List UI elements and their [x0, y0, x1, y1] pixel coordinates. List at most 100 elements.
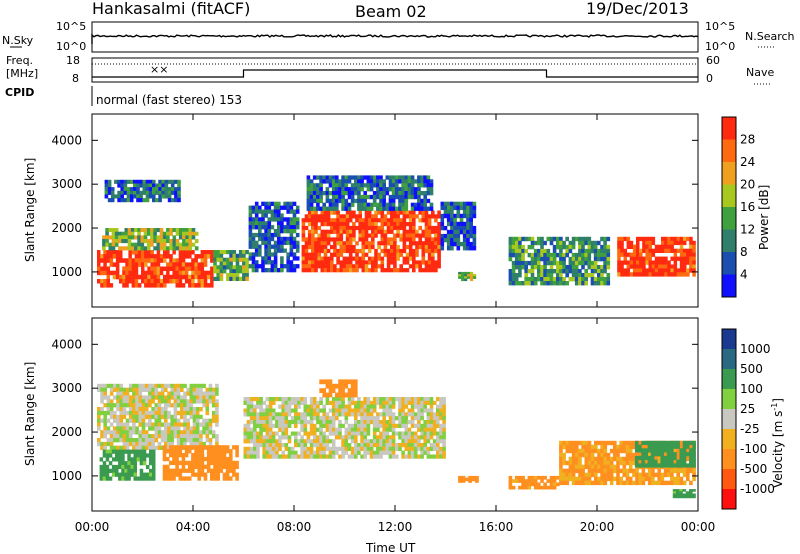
- heatmap-cell: [388, 427, 393, 432]
- heatmap-cell: [289, 244, 294, 249]
- heatmap-cell: [436, 443, 440, 448]
- heatmap-cell: [155, 190, 159, 195]
- heatmap-cell: [197, 445, 201, 450]
- heatmap-cell: [404, 175, 409, 180]
- heatmap-cell: [319, 187, 323, 192]
- heatmap-cell: [251, 264, 256, 269]
- heatmap-cell: [165, 476, 170, 481]
- heatmap-cell: [106, 254, 110, 259]
- y-tick-label: 2000: [51, 221, 82, 235]
- heatmap-cell: [173, 407, 178, 412]
- heatmap-cell: [109, 403, 114, 408]
- heatmap-cell: [670, 248, 674, 253]
- heatmap-cell: [401, 423, 405, 428]
- heatmap-cell: [144, 262, 148, 267]
- colorbar-swatch: [722, 429, 736, 450]
- heatmap-cell: [689, 468, 693, 474]
- heatmap-cell: [388, 420, 393, 425]
- heatmap-cell: [170, 426, 174, 431]
- heatmap-cell: [672, 493, 677, 497]
- heatmap-cell: [140, 239, 145, 244]
- heatmap-cell: [423, 183, 427, 188]
- heatmap-cell: [587, 464, 592, 470]
- heatmap-cell: [575, 456, 579, 462]
- heatmap-cell: [679, 452, 684, 457]
- heatmap-cell: [336, 229, 340, 234]
- heatmap-cell: [134, 246, 138, 251]
- heatmap-cell: [382, 202, 386, 207]
- heatmap-cell: [162, 468, 167, 473]
- heatmap-cell: [372, 454, 377, 459]
- heatmap-cell: [138, 445, 143, 450]
- heatmap-cell: [151, 410, 155, 416]
- heatmap-cell: [540, 281, 544, 286]
- heatmap-cell: [242, 269, 246, 274]
- heatmap-cell: [398, 404, 402, 409]
- heatmap-cell: [170, 414, 174, 420]
- heatmap-cell: [152, 457, 156, 462]
- heatmap-cell: [412, 252, 416, 257]
- heatmap-cell: [462, 233, 467, 239]
- colorbar-frame: [721, 328, 737, 510]
- heatmap-cell: [692, 244, 696, 249]
- heatmap-cell: [200, 283, 205, 288]
- heatmap-cell: [405, 237, 410, 242]
- heatmap-cell: [253, 404, 257, 409]
- heatmap-cell: [616, 448, 620, 454]
- heatmap-cell: [345, 210, 350, 215]
- heatmap-cell: [127, 453, 131, 458]
- heatmap-cell: [530, 273, 535, 278]
- heatmap-cell: [692, 268, 696, 273]
- heatmap-cell: [300, 439, 304, 444]
- heatmap-cell: [325, 175, 330, 180]
- heatmap-cell: [118, 239, 122, 244]
- heatmap-cell: [521, 256, 525, 262]
- heatmap-cell: [650, 455, 655, 461]
- heatmap-cell: [249, 450, 254, 455]
- heatmap-cell: [565, 269, 569, 274]
- heatmap-cell: [125, 438, 130, 443]
- heatmap-cell: [450, 225, 454, 231]
- heatmap-cell: [443, 205, 448, 211]
- heatmap-cell: [459, 217, 464, 223]
- heatmap-cell: [122, 426, 127, 431]
- heatmap-cell: [421, 260, 426, 265]
- heatmap-cell: [137, 274, 142, 280]
- heatmap-cell: [222, 257, 227, 262]
- heatmap-cell: [287, 446, 292, 451]
- heatmap-cell: [303, 404, 308, 409]
- heatmap-cell: [357, 183, 361, 188]
- heatmap-cell: [111, 468, 116, 473]
- heatmap-cell: [635, 480, 639, 486]
- heatmap-cell: [148, 426, 152, 431]
- heatmap-cell: [676, 472, 680, 478]
- heatmap-cell: [372, 191, 377, 196]
- velocity-ylabel: Slant Range [km]: [23, 362, 37, 466]
- heatmap-cell: [657, 480, 661, 486]
- heatmap-cell: [162, 456, 167, 462]
- heatmap-cell: [645, 272, 649, 277]
- heatmap-cell: [147, 250, 151, 255]
- heatmap-cell: [347, 435, 352, 440]
- heatmap-cell: [341, 404, 345, 409]
- heatmap-cell: [404, 191, 409, 196]
- heatmap-cell: [273, 260, 278, 265]
- heatmap-cell: [254, 201, 259, 206]
- heatmap-cell: [357, 404, 361, 409]
- heatmap-cell: [364, 218, 369, 223]
- heatmap-cell: [122, 430, 127, 435]
- heatmap-cell: [632, 252, 637, 257]
- heatmap-cell: [376, 175, 380, 180]
- heatmap-cell: [676, 256, 681, 261]
- heatmap-cell: [169, 228, 173, 233]
- heatmap-cell: [219, 257, 224, 262]
- heatmap-cell: [385, 408, 390, 413]
- heatmap-cell: [304, 245, 309, 250]
- heatmap-cell: [167, 194, 172, 199]
- heatmap-cell: [136, 198, 140, 203]
- heatmap-cell: [213, 253, 217, 258]
- heatmap-cell: [229, 453, 233, 458]
- heatmap-cell: [114, 179, 118, 184]
- y-tick-label: 3000: [51, 381, 82, 395]
- heatmap-cell: [644, 444, 649, 450]
